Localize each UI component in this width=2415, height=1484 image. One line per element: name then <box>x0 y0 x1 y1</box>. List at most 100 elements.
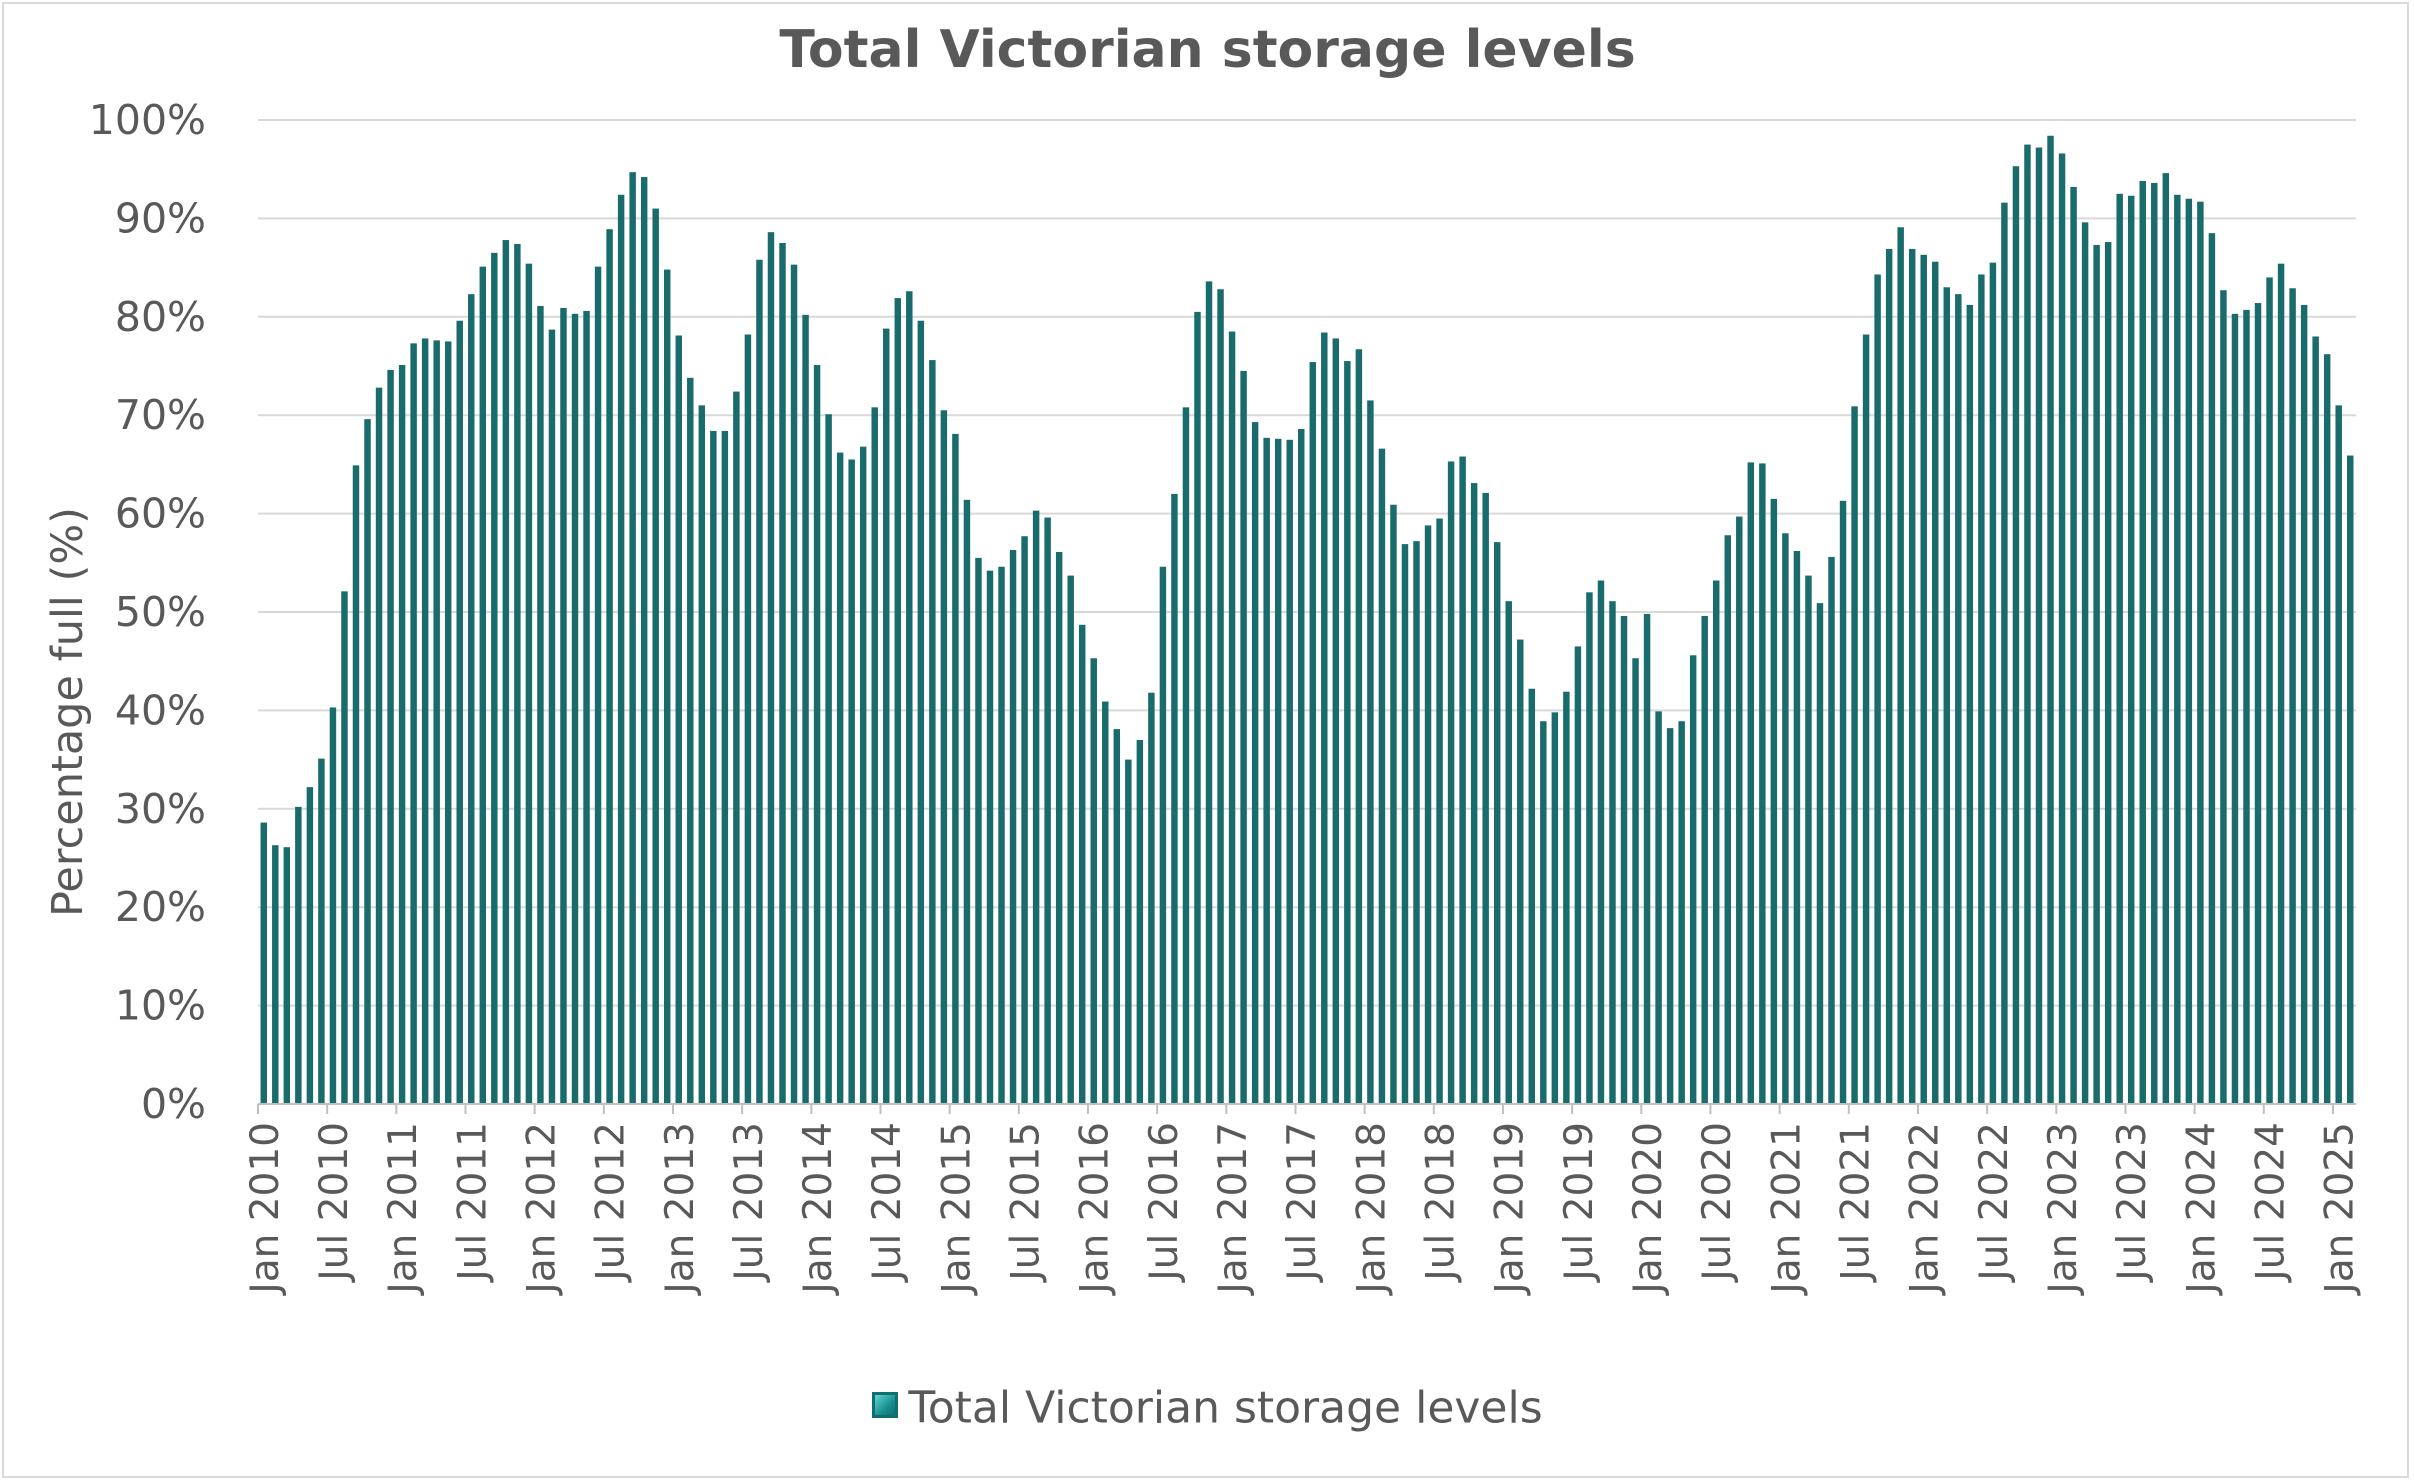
bar <box>871 407 878 1105</box>
bar <box>929 360 936 1105</box>
bar <box>1378 448 1386 1104</box>
y-tick-label: 20% <box>115 883 206 931</box>
bar <box>421 338 429 1104</box>
y-tick-label: 40% <box>115 686 206 734</box>
x-tick-label: Jul 2015 <box>1004 1122 1049 1284</box>
bar <box>2104 242 2112 1104</box>
bar <box>352 465 360 1104</box>
x-tick-label: Jul 2022 <box>1972 1122 2017 1284</box>
bar <box>1920 254 1927 1104</box>
bar <box>1897 227 1904 1104</box>
bar <box>687 377 694 1104</box>
bar <box>1482 492 1489 1104</box>
bar <box>1148 692 1155 1104</box>
bar <box>1874 274 1881 1104</box>
bar <box>318 758 325 1104</box>
bar <box>1228 331 1236 1104</box>
x-tick-label: Jul 2024 <box>2249 1122 2294 1284</box>
bar <box>675 335 682 1104</box>
bar <box>952 433 959 1104</box>
bar <box>1159 566 1167 1104</box>
bar <box>1932 261 1939 1104</box>
bar <box>433 340 440 1104</box>
x-tick-label: Jul 2011 <box>450 1122 495 1284</box>
bar <box>1839 500 1847 1104</box>
bar <box>1551 712 1559 1104</box>
legend: Total Victorian storage levels <box>0 1380 2415 1434</box>
bar <box>1090 658 1097 1104</box>
bar <box>1470 483 1478 1105</box>
bar <box>2208 233 2216 1104</box>
bar <box>1447 461 1455 1104</box>
y-tick-label: 80% <box>115 293 206 341</box>
bar <box>1563 691 1570 1104</box>
x-tick-label: Jul 2017 <box>1280 1122 1325 1284</box>
bar <box>260 822 267 1104</box>
bar <box>1436 518 1443 1104</box>
bar <box>940 410 948 1104</box>
bar <box>1344 361 1351 1105</box>
bar <box>710 430 717 1104</box>
bar <box>537 305 544 1105</box>
x-tick-label: Jul 2010 <box>312 1122 357 1284</box>
bar <box>2116 193 2123 1105</box>
bar <box>1505 601 1512 1104</box>
bar <box>1597 580 1605 1104</box>
bar <box>2347 455 2354 1104</box>
y-tick-label: 60% <box>115 490 206 538</box>
bar <box>1274 438 1282 1104</box>
x-tick-label: Jul 2016 <box>1142 1122 1187 1284</box>
bar <box>1401 544 1409 1104</box>
bar <box>2289 288 2296 1104</box>
bar <box>479 266 487 1104</box>
bar <box>1240 370 1247 1104</box>
bar <box>1828 556 1835 1104</box>
bar <box>652 208 659 1104</box>
bar <box>848 459 855 1105</box>
bar <box>468 294 475 1104</box>
bar <box>398 365 406 1104</box>
bar <box>1182 407 1190 1105</box>
bar <box>560 307 567 1104</box>
bar <box>2335 405 2342 1104</box>
bar <box>1632 658 1639 1104</box>
x-tick-label: Jan 2025 <box>2318 1122 2363 1297</box>
bar <box>802 314 809 1105</box>
bar <box>1966 304 1974 1104</box>
bar <box>2312 336 2319 1105</box>
bar <box>1286 439 1293 1104</box>
bar <box>1989 262 1997 1104</box>
bar <box>1032 510 1040 1104</box>
bar <box>1009 550 1017 1104</box>
bar <box>975 557 982 1104</box>
bar <box>1355 349 1363 1104</box>
x-tick-label: Jan 2022 <box>1903 1122 1948 1297</box>
bar <box>1978 274 1985 1104</box>
bar <box>2035 147 2043 1105</box>
bar <box>1424 525 1432 1104</box>
bar <box>502 240 510 1105</box>
y-tick-label: 0% <box>141 1080 206 1128</box>
bar <box>1021 536 1028 1104</box>
bar <box>1759 463 1766 1104</box>
bar <box>790 264 798 1104</box>
bar <box>986 570 994 1104</box>
bar <box>375 387 383 1104</box>
x-tick-label: Jan 2011 <box>381 1122 426 1297</box>
bar <box>2243 309 2250 1104</box>
bar <box>2081 222 2089 1105</box>
bar <box>1528 688 1536 1104</box>
bar <box>444 341 452 1104</box>
bar <box>410 343 417 1104</box>
bar <box>2174 194 2181 1104</box>
bar <box>1574 646 1582 1104</box>
bar <box>1747 462 1755 1104</box>
bar <box>2266 277 2273 1104</box>
y-tick-label: 90% <box>115 194 206 242</box>
bar <box>1194 311 1201 1104</box>
bar <box>2001 202 2008 1104</box>
bar <box>594 266 602 1104</box>
x-tick-label: Jul 2012 <box>589 1122 634 1284</box>
bar <box>1251 422 1259 1105</box>
bar <box>998 566 1005 1104</box>
